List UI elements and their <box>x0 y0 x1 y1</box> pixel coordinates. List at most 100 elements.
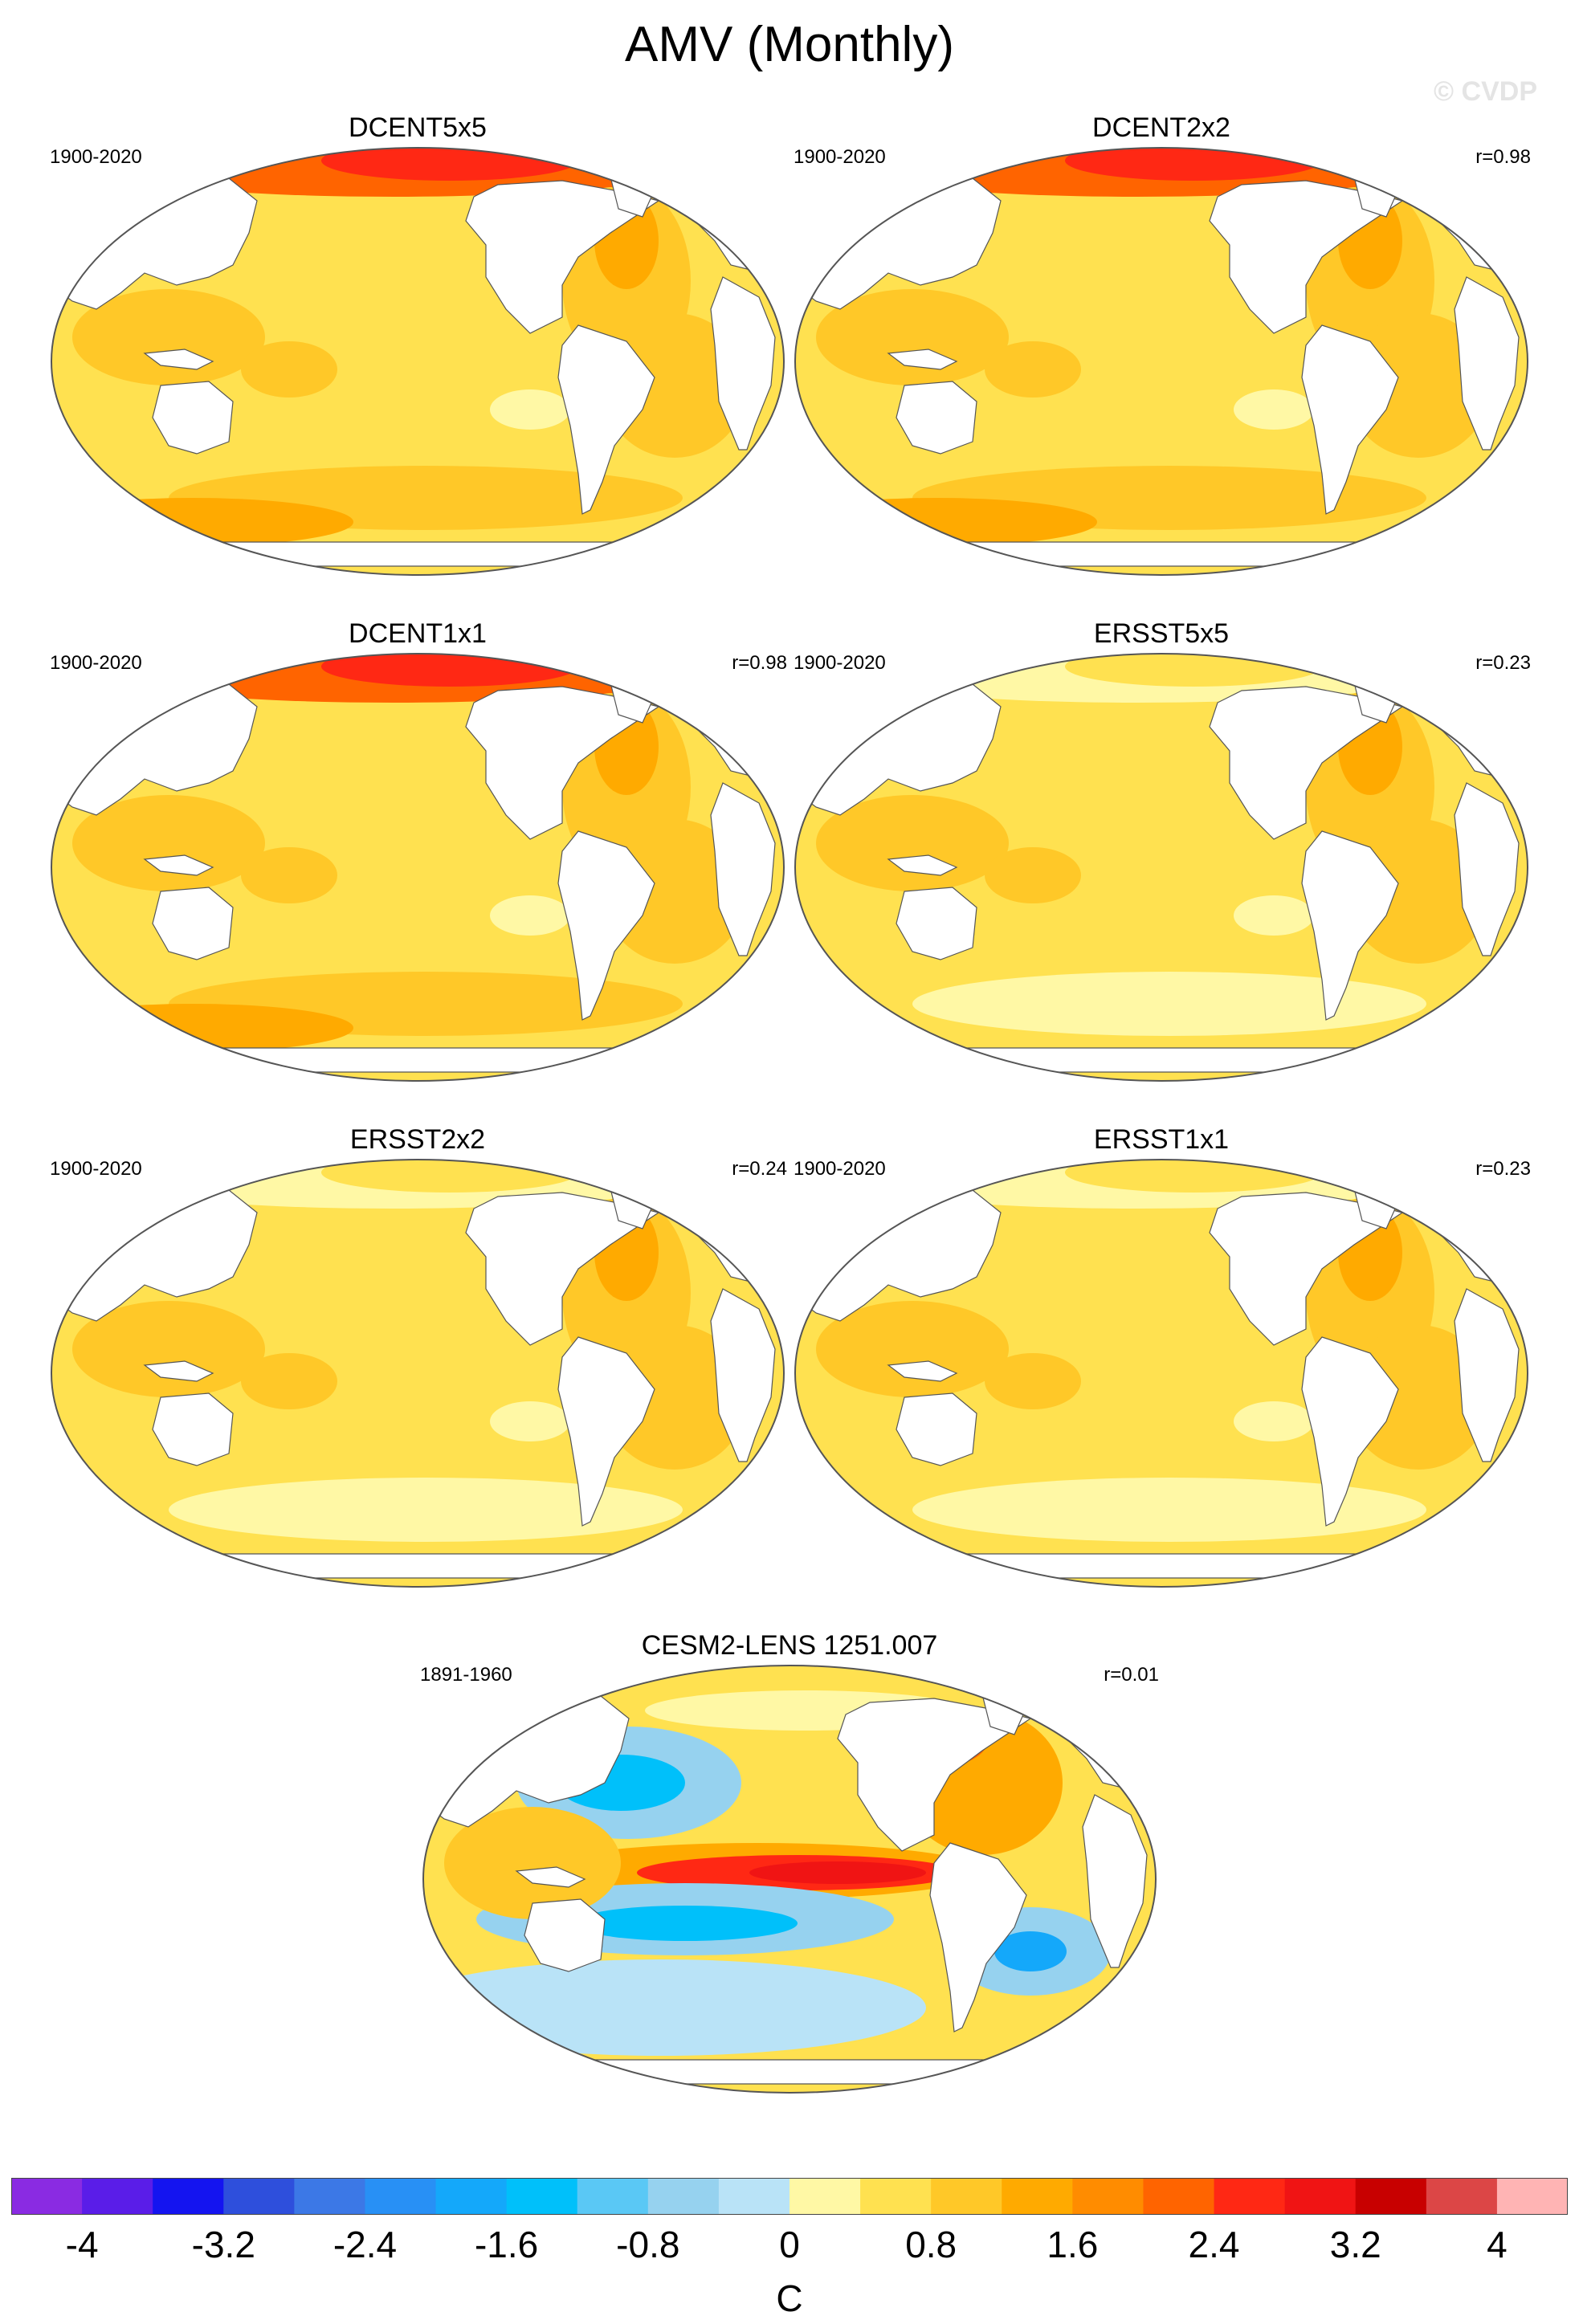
anomaly-region <box>72 795 265 891</box>
map-plot <box>422 1665 1157 2094</box>
continent-antarctica <box>879 1047 1444 1073</box>
panel-period: 1900-2020 <box>794 146 886 168</box>
colorbar-tick-label: -1.6 <box>474 2224 539 2265</box>
colorbar-swatch <box>223 2178 295 2215</box>
anomaly-region <box>1234 1401 1314 1441</box>
colorbar-tick-label: 3.2 <box>1329 2224 1381 2265</box>
colorbar-swatch <box>153 2178 224 2215</box>
anomaly-region <box>985 1353 1081 1409</box>
anomaly-region <box>1234 895 1314 936</box>
map-outline <box>794 653 1528 1082</box>
continent-antarctica <box>135 1553 700 1579</box>
panel-correlation: r=0.98 <box>732 652 787 674</box>
continent-southAmerica <box>1301 830 1399 1021</box>
anomaly-region <box>602 1325 747 1470</box>
continent-africa <box>710 276 776 451</box>
map-outline <box>51 1159 785 1588</box>
panel-title: ERSST5x5 <box>1093 618 1230 649</box>
panel-title: DCENT5x5 <box>349 112 487 143</box>
map-outline <box>51 653 785 1082</box>
panel-correlation: r=0.01 <box>1104 1664 1159 1686</box>
continent-australia <box>896 381 977 455</box>
colorbar-swatch <box>435 2178 508 2215</box>
continent-africa <box>710 1288 776 1462</box>
panel-title: ERSST1x1 <box>1093 1124 1230 1155</box>
map-plot <box>794 1159 1528 1588</box>
continent-indonesia <box>887 1360 958 1382</box>
continent-australia <box>152 887 234 960</box>
anomaly-region <box>241 341 337 398</box>
colorbar-tick-label: -2.4 <box>333 2224 398 2265</box>
anomaly-region <box>985 341 1081 398</box>
continent-southAmerica <box>1301 324 1399 515</box>
colorbar-swatch <box>82 2178 153 2215</box>
continent-australia <box>524 1898 606 1972</box>
continent-indonesia <box>515 1866 586 1888</box>
panel-period: 1891-1960 <box>420 1664 512 1686</box>
continent-indonesia <box>887 854 958 876</box>
panel-correlation: r=0.23 <box>1475 652 1531 674</box>
anomaly-region <box>816 795 1009 891</box>
colorbar-swatch <box>860 2178 932 2215</box>
panel-period: 1900-2020 <box>50 1158 142 1180</box>
colorbar-swatch <box>1002 2178 1073 2215</box>
continent-africa <box>1454 782 1520 956</box>
continent-southAmerica <box>557 830 655 1021</box>
panel-title: DCENT2x2 <box>1092 112 1230 143</box>
panel-correlation: r=0.24 <box>732 1158 787 1180</box>
continent-antarctica <box>879 541 1444 567</box>
continent-australia <box>152 381 234 455</box>
map-outline <box>422 1665 1157 2094</box>
anomaly-region <box>816 289 1009 385</box>
colorbar-swatch <box>294 2178 365 2215</box>
figure-title: AMV (Monthly) <box>625 17 954 72</box>
panel-period: 1900-2020 <box>50 146 142 168</box>
colorbar-tick-label: 0 <box>779 2224 800 2265</box>
continent-southAmerica <box>557 1336 655 1527</box>
panel-title: ERSST2x2 <box>349 1124 486 1155</box>
anomaly-region <box>241 1353 337 1409</box>
continent-southAmerica <box>929 1842 1027 2032</box>
anomaly-region <box>490 1401 570 1441</box>
map-panel-ersst1x1: ERSST1x1 1900-2020 r=0.23 <box>784 1124 1539 1590</box>
map-panel-ersst2x2: ERSST2x2 1900-2020 r=0.24 <box>40 1124 795 1590</box>
anomaly-region <box>1346 313 1491 458</box>
colorbar-tick-label: 2.4 <box>1188 2224 1240 2265</box>
colorbar <box>11 2178 1568 2215</box>
colorbar-swatch <box>1143 2178 1215 2215</box>
colorbar-swatch <box>1072 2178 1144 2215</box>
map-panel-dcent1x1: DCENT1x1 1900-2020 r=0.98 <box>40 618 795 1084</box>
colorbar-swatch <box>577 2178 649 2215</box>
anomaly-region <box>602 313 747 458</box>
continent-africa <box>1454 276 1520 451</box>
continent-australia <box>896 887 977 960</box>
anomaly-region <box>749 1861 926 1884</box>
panel-period: 1900-2020 <box>50 652 142 674</box>
colorbar-unit: C <box>776 2277 803 2319</box>
continent-antarctica <box>879 1553 1444 1579</box>
continent-australia <box>896 1392 977 1466</box>
continent-antarctica <box>135 1047 700 1073</box>
anomaly-region <box>985 847 1081 903</box>
anomaly-region <box>490 389 570 430</box>
continent-indonesia <box>887 349 958 370</box>
map-plot <box>794 653 1528 1082</box>
panel-correlation: r=0.98 <box>1475 146 1531 168</box>
anomaly-region <box>602 819 747 964</box>
anomaly-region <box>1234 389 1314 430</box>
anomaly-region <box>1346 819 1491 964</box>
continent-africa <box>1454 1288 1520 1462</box>
colorbar-tick-label: -0.8 <box>616 2224 680 2265</box>
anomaly-region <box>1346 1325 1491 1470</box>
colorbar-swatch <box>718 2178 790 2215</box>
panel-correlation: r=0.23 <box>1475 1158 1531 1180</box>
anomaly-region <box>912 1478 1426 1542</box>
map-panel-dcent5x5: DCENT5x5 1900-2020 <box>40 112 795 578</box>
colorbar-swatch <box>11 2178 83 2215</box>
anomaly-region <box>241 847 337 903</box>
continent-southAmerica <box>557 324 655 515</box>
panel-title: DCENT1x1 <box>349 618 487 649</box>
colorbar-swatch <box>1355 2178 1427 2215</box>
continent-africa <box>710 782 776 956</box>
panel-period: 1900-2020 <box>794 1158 886 1180</box>
